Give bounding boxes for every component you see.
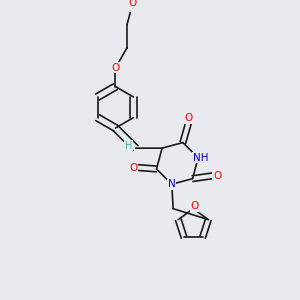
Text: NH: NH bbox=[193, 153, 208, 163]
Text: O: O bbox=[111, 63, 120, 73]
Text: O: O bbox=[213, 171, 221, 181]
Text: O: O bbox=[129, 163, 138, 172]
Text: H: H bbox=[125, 141, 132, 151]
Text: O: O bbox=[190, 201, 199, 212]
Text: O: O bbox=[129, 0, 137, 8]
Text: N: N bbox=[168, 179, 176, 189]
Text: O: O bbox=[184, 113, 193, 123]
